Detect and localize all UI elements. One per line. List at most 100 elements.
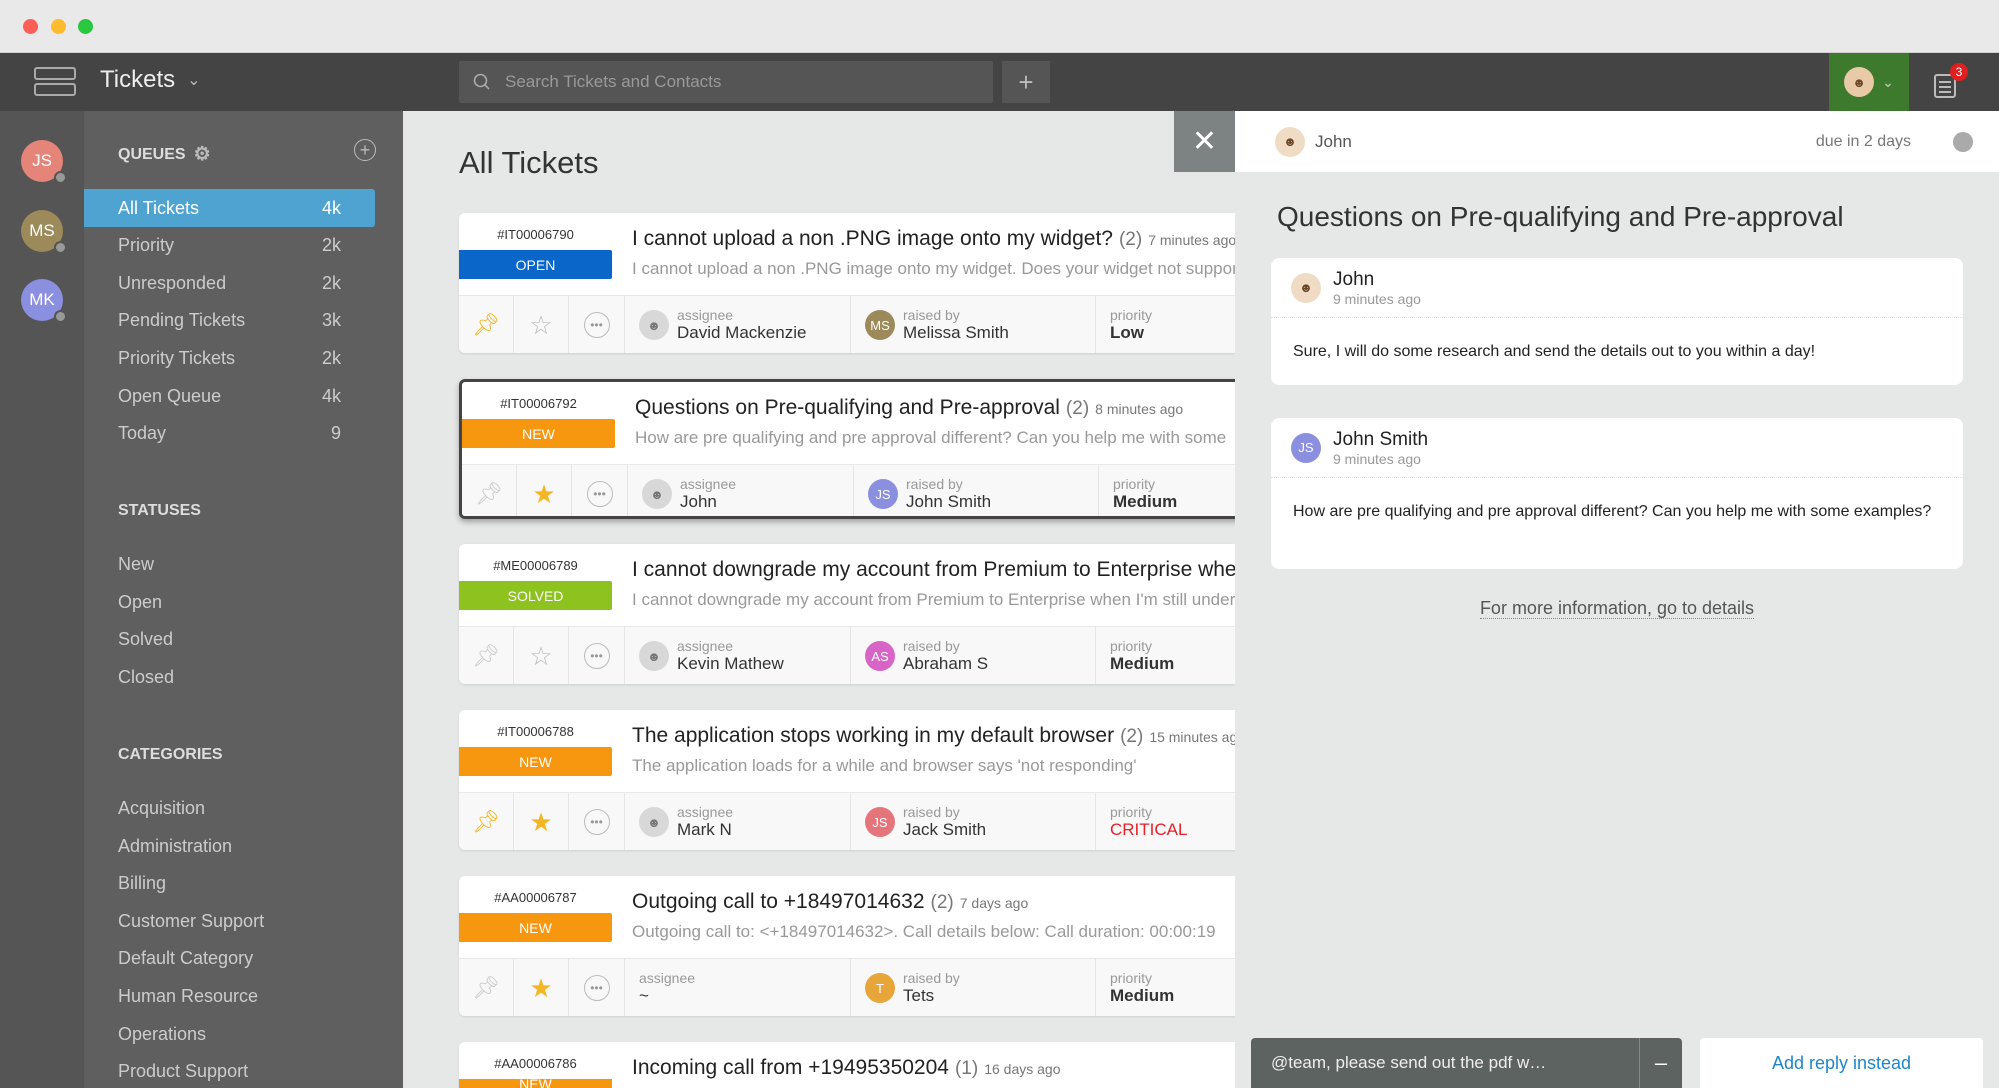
internal-note-bar[interactable]: @team, please send out the pdf w… – <box>1251 1038 1682 1088</box>
priority-field[interactable]: priority Low <box>1096 296 1235 353</box>
category-item[interactable]: Default Category <box>118 948 254 969</box>
queue-item[interactable]: Unresponded 2k <box>84 264 375 302</box>
maximize-window-button[interactable] <box>78 19 93 34</box>
details-link[interactable]: For more information, go to details <box>1479 598 1755 619</box>
status-item[interactable]: Solved <box>118 629 174 650</box>
raised-by-field[interactable]: JS raised by John Smith <box>854 465 1099 516</box>
assignee-name[interactable]: John <box>1315 131 1352 151</box>
raised-by-field[interactable]: T raised by Tets <box>851 959 1096 1016</box>
more-button[interactable]: ••• <box>572 465 628 516</box>
ticket-title: The application stops working in my defa… <box>632 724 1115 747</box>
close-detail-button[interactable]: ✕ <box>1174 111 1235 172</box>
assignee-field[interactable]: assignee ~ <box>625 959 851 1016</box>
ticket-card[interactable]: #IT00006792 NEW Questions on Pre-qualify… <box>459 379 1235 519</box>
gear-icon[interactable]: ⚙ <box>193 144 211 165</box>
priority-field[interactable]: priority Medium <box>1096 959 1235 1016</box>
more-button[interactable]: ••• <box>569 296 625 353</box>
assignee-field[interactable]: ☻ assignee David Mackenzie <box>625 296 851 353</box>
pin-button[interactable]: 📌︎ <box>459 959 514 1016</box>
agent-avatar[interactable]: MK <box>21 279 67 323</box>
pin-button[interactable]: 📌︎ <box>459 793 514 850</box>
pin-button[interactable]: 📌︎ <box>459 296 514 353</box>
raised-by-field[interactable]: AS raised by Abraham S <box>851 627 1096 684</box>
ticket-preview: Outgoing call to: <+18497014632>. Call d… <box>632 922 1216 941</box>
queue-count: 9 <box>330 423 341 444</box>
category-item[interactable]: Human Resource <box>118 986 259 1006</box>
status-item[interactable]: Closed <box>118 666 175 687</box>
status-item[interactable]: New <box>118 554 155 574</box>
raised-by-field[interactable]: JS raised by Jack Smith <box>851 793 1096 850</box>
queue-item[interactable]: Priority 2k <box>84 227 375 265</box>
star-button[interactable]: ★ <box>514 793 569 850</box>
ticket-id: #AA00006786 <box>494 1056 577 1071</box>
priority-label: priority <box>1113 476 1156 492</box>
priority-field[interactable]: priority Medium <box>1099 465 1235 516</box>
window-titlebar <box>0 0 1999 53</box>
minimize-note-button[interactable]: – <box>1639 1038 1682 1088</box>
agent-avatar[interactable]: MS <box>21 210 67 254</box>
priority-field[interactable]: priority Medium <box>1096 627 1235 684</box>
notifications-button[interactable]: 3 <box>1930 63 1970 101</box>
more-button[interactable]: ••• <box>569 793 625 850</box>
ticket-title-line[interactable]: Outgoing call to +18497014632 (2) 7 days a… <box>632 890 1028 914</box>
star-button[interactable]: ☆ <box>514 296 569 353</box>
ticket-title-line[interactable]: The application stops working in my defa… <box>632 724 1235 748</box>
star-button[interactable]: ★ <box>517 465 572 516</box>
ticket-card[interactable]: #AA00006787 NEW Outgoing call to +184970… <box>459 876 1235 1016</box>
more-button[interactable]: ••• <box>569 627 625 684</box>
search-input[interactable]: Search Tickets and Contacts <box>459 61 993 103</box>
ticket-card[interactable]: #AA00006786 NEW Incoming call from +1949… <box>459 1042 1235 1088</box>
user-menu[interactable]: ☻ ⌄ <box>1829 53 1909 111</box>
raised-by-field[interactable]: MS raised by Melissa Smith <box>851 296 1096 353</box>
ticket-title-line[interactable]: I cannot downgrade my account from Premi… <box>632 558 1235 582</box>
queue-item[interactable]: Pending Tickets 3k <box>84 302 375 340</box>
ticket-title-line[interactable]: Questions on Pre-qualifying and Pre-appr… <box>635 396 1183 420</box>
ticket-card[interactable]: #IT00006790 OPEN I cannot upload a non .… <box>459 213 1235 353</box>
star-button[interactable]: ☆ <box>514 627 569 684</box>
detail-header: ☻ John due in 2 days <box>1235 111 1999 172</box>
reply-count: (2) <box>1065 398 1090 419</box>
status-indicator[interactable] <box>1953 131 1973 152</box>
category-item[interactable]: Acquisition <box>118 798 206 818</box>
category-item[interactable]: Administration <box>118 835 233 856</box>
status-badge: NEW <box>462 419 615 448</box>
ticket-title-line[interactable]: Incoming call from +19495350204 (1) 16 day… <box>632 1056 1061 1080</box>
queue-count: 4k <box>321 385 341 406</box>
more-button[interactable]: ••• <box>569 959 625 1016</box>
add-reply-button[interactable]: Add reply instead <box>1700 1038 1983 1088</box>
close-window-button[interactable] <box>23 19 38 34</box>
assignee-field[interactable]: ☻ assignee Mark N <box>625 793 851 850</box>
ticket-card[interactable]: #IT00006788 NEW The application stops wo… <box>459 710 1235 850</box>
priority-label: priority <box>1110 638 1153 654</box>
pin-button[interactable]: 📌︎ <box>462 465 517 516</box>
star-button[interactable]: ★ <box>514 959 569 1016</box>
ticket-card[interactable]: #ME00006789 SOLVED I cannot downgrade my… <box>459 544 1235 684</box>
priority-label: priority <box>1110 804 1153 820</box>
ticket-title-line[interactable]: I cannot upload a non .PNG image onto my… <box>632 227 1235 251</box>
category-item[interactable]: Customer Support <box>118 910 265 931</box>
minimize-window-button[interactable] <box>51 19 66 34</box>
queue-item[interactable]: All Tickets 4k <box>84 189 375 227</box>
pin-button[interactable]: 📌︎ <box>459 627 514 684</box>
add-button[interactable]: + <box>1002 61 1050 103</box>
queue-item[interactable]: Open Queue 4k <box>84 377 375 415</box>
assignee-field[interactable]: ☻ assignee Kevin Mathew <box>625 627 851 684</box>
add-queue-button[interactable]: + <box>354 139 376 161</box>
search-placeholder: Search Tickets and Contacts <box>505 72 722 91</box>
category-item[interactable]: Billing <box>118 873 167 894</box>
app-switcher[interactable]: Tickets ⌄ <box>100 66 201 94</box>
assignee-field[interactable]: ☻ assignee John <box>628 465 854 516</box>
note-text[interactable]: @team, please send out the pdf w… <box>1271 1053 1547 1072</box>
agent-avatar[interactable]: JS <box>21 140 67 184</box>
ticket-id: #IT00006788 <box>497 724 574 739</box>
priority-field[interactable]: priority CRITICAL <box>1096 793 1235 850</box>
status-dot <box>54 310 67 323</box>
queue-item[interactable]: Today 9 <box>84 415 375 453</box>
menu-icon[interactable] <box>34 67 76 97</box>
status-item[interactable]: Open <box>118 591 163 612</box>
priority-label: priority <box>1110 970 1153 986</box>
priority-value: Medium <box>1113 492 1178 511</box>
queue-item[interactable]: Priority Tickets 2k <box>84 339 375 377</box>
category-item[interactable]: Product Support <box>118 1061 249 1082</box>
category-item[interactable]: Operations <box>118 1023 207 1044</box>
